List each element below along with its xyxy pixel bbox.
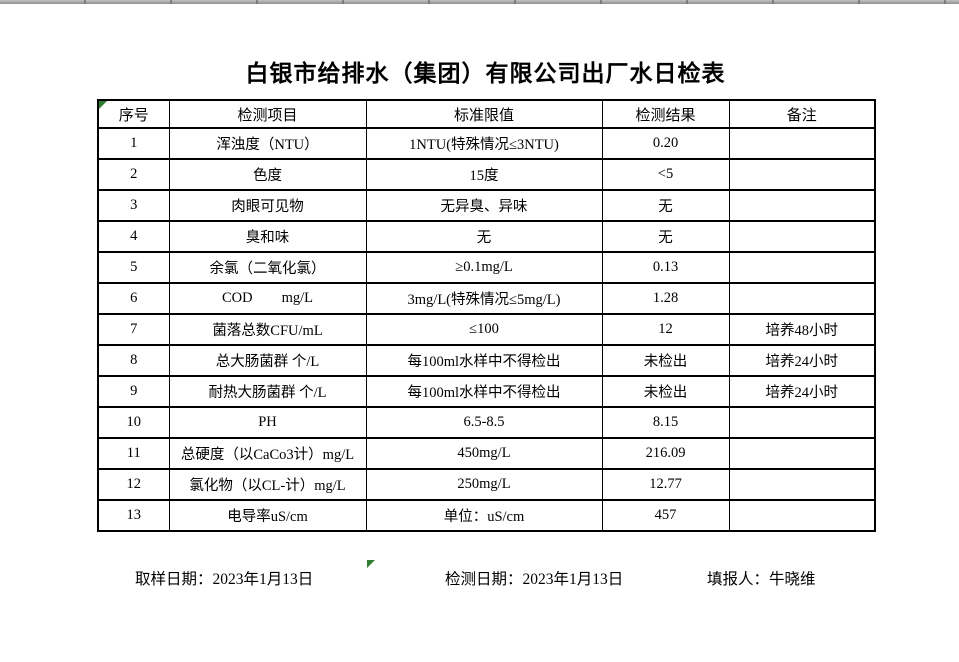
table-row: 5 余氯（二氧化氯） ≥0.1mg/L 0.13 (97, 251, 876, 284)
header-remark[interactable]: 备注 (728, 99, 876, 129)
cell-seq[interactable]: 10 (97, 406, 170, 439)
cell-remark[interactable] (728, 127, 876, 160)
table-row: 1 浑浊度（NTU） 1NTU(特殊情况≤3NTU) 0.20 (97, 127, 876, 160)
cell-result[interactable]: 无 (601, 220, 730, 253)
cell-remark[interactable] (728, 282, 876, 315)
cell-seq[interactable]: 6 (97, 282, 170, 315)
table-row: 3 肉眼可见物 无异臭、异味无 (97, 189, 876, 222)
cell-seq[interactable]: 13 (97, 499, 170, 532)
cell-result[interactable]: <5 (601, 158, 730, 191)
cell-result[interactable]: 0.20 (601, 127, 730, 160)
cell-item[interactable]: 总硬度（以CaCo3计）mg/L (168, 437, 367, 470)
cell-remark[interactable] (728, 499, 876, 532)
cell-remark[interactable]: 培养24小时 (728, 344, 876, 377)
table-row: 10 PH 6.5-8.5 8.15 (97, 406, 876, 439)
cell-result[interactable]: 0.13 (601, 251, 730, 284)
cell-item[interactable]: 余氯（二氧化氯） (168, 251, 367, 284)
cell-remark[interactable]: 培养48小时 (728, 313, 876, 346)
cell-limit[interactable]: 每100ml水样中不得检出 (365, 344, 603, 377)
cell-remark[interactable] (728, 406, 876, 439)
cell-item[interactable]: 菌落总数CFU/mL (168, 313, 367, 346)
cell-result[interactable]: 未检出 (601, 344, 730, 377)
cell-item[interactable]: 电导率uS/cm (168, 499, 367, 532)
cell-result[interactable]: 216.09 (601, 437, 730, 470)
cell-result[interactable]: 8.15 (601, 406, 730, 439)
cell-limit[interactable]: 250mg/L (365, 468, 603, 501)
cell-result[interactable]: 无 (601, 189, 730, 222)
cell-limit[interactable]: ≤100 (365, 313, 603, 346)
spreadsheet-column-header-strip (0, 0, 959, 4)
cell-result[interactable]: 12.77 (601, 468, 730, 501)
cell-result[interactable]: 457 (601, 499, 730, 532)
cell-item[interactable]: PH (168, 406, 367, 439)
table-row: 11 总硬度（以CaCo3计）mg/L 450mg/L 216.09 (97, 437, 876, 470)
cell-remark[interactable] (728, 158, 876, 191)
footer-row: 取样日期：2023年1月13日 检测日期：2023年1月13日 填报人：牛晓维 (97, 567, 917, 589)
cell-limit[interactable]: 450mg/L (365, 437, 603, 470)
reporter-text[interactable]: 填报人：牛晓维 (707, 571, 816, 588)
cell-item[interactable]: 臭和味 (168, 220, 367, 253)
cell-seq[interactable]: 12 (97, 468, 170, 501)
cell-seq[interactable]: 9 (97, 375, 170, 408)
cell-remark[interactable] (728, 437, 876, 470)
cell-limit[interactable]: 无异臭、异味 (365, 189, 603, 222)
cell-limit[interactable]: 每100ml水样中不得检出 (365, 375, 603, 408)
cell-seq[interactable]: 3 (97, 189, 170, 222)
cell-result[interactable]: 1.28 (601, 282, 730, 315)
header-limit[interactable]: 标准限值 (365, 99, 603, 129)
results-table-body: 1 浑浊度（NTU） 1NTU(特殊情况≤3NTU) 0.20 2 色度 15度 <5 3 肉眼可… (97, 127, 876, 532)
table-row: 6 COD mg/L 3mg/L(特殊情况≤5mg/L) 1.28 (97, 282, 876, 315)
cell-item[interactable]: 耐热大肠菌群 个/L (168, 375, 367, 408)
cell-error-indicator-icon (99, 101, 107, 109)
cell-item[interactable]: 色度 (168, 158, 367, 191)
cell-limit[interactable]: 无 (365, 220, 603, 253)
cell-remark[interactable] (728, 468, 876, 501)
cell-seq[interactable]: 2 (97, 158, 170, 191)
table-row: 7 菌落总数CFU/mL ≤100 12 培养48小时 (97, 313, 876, 346)
results-table-container: 序号 检测项目 标准限值 检测结果 备注 1 浑浊度（NTU） 1NTU(特殊情况≤… (97, 99, 876, 532)
cell-item[interactable]: 浑浊度（NTU） (168, 127, 367, 160)
cell-remark[interactable] (728, 189, 876, 222)
cell-remark[interactable] (728, 220, 876, 253)
cell-seq[interactable]: 7 (97, 313, 170, 346)
cell-item[interactable]: 肉眼可见物 (168, 189, 367, 222)
header-seq[interactable]: 序号 (97, 99, 170, 129)
table-header-row: 序号 检测项目 标准限值 检测结果 备注 (97, 99, 876, 129)
cell-seq[interactable]: 1 (97, 127, 170, 160)
table-row: 2 色度 15度 <5 (97, 158, 876, 191)
testing-date-text[interactable]: 检测日期：2023年1月13日 (445, 571, 624, 588)
cell-remark[interactable] (728, 251, 876, 284)
cell-result[interactable]: 未检出 (601, 375, 730, 408)
table-row: 12 氯化物（以CL-计）mg/L 250mg/L 12.77 (97, 468, 876, 501)
cell-error-indicator-icon (367, 560, 375, 568)
sampling-date-text[interactable]: 取样日期：2023年1月13日 (135, 571, 314, 588)
cell-remark[interactable]: 培养24小时 (728, 375, 876, 408)
page-title[interactable]: 白银市给排水（集团）有限公司出厂水日检表 (245, 61, 726, 86)
header-item[interactable]: 检测项目 (168, 99, 367, 129)
cell-seq[interactable]: 5 (97, 251, 170, 284)
table-row: 4 臭和味无无 (97, 220, 876, 253)
cell-result[interactable]: 12 (601, 313, 730, 346)
cell-limit[interactable]: ≥0.1mg/L (365, 251, 603, 284)
table-row: 13 电导率uS/cm 单位：uS/cm 457 (97, 499, 876, 532)
cell-seq[interactable]: 8 (97, 344, 170, 377)
cell-item[interactable]: 总大肠菌群 个/L (168, 344, 367, 377)
cell-limit[interactable]: 3mg/L(特殊情况≤5mg/L) (365, 282, 603, 315)
cell-item[interactable]: 氯化物（以CL-计）mg/L (168, 468, 367, 501)
cell-limit[interactable]: 单位：uS/cm (365, 499, 603, 532)
cell-seq[interactable]: 4 (97, 220, 170, 253)
results-table: 序号 检测项目 标准限值 检测结果 备注 1 浑浊度（NTU） 1NTU(特殊情况≤… (97, 99, 876, 532)
table-row: 9 耐热大肠菌群 个/L 每100ml水样中不得检出 未检出 培养24小时 (97, 375, 876, 408)
header-result[interactable]: 检测结果 (601, 99, 730, 129)
cell-item[interactable]: COD mg/L (168, 282, 367, 315)
table-row: 8 总大肠菌群 个/L 每100ml水样中不得检出 未检出 培养24小时 (97, 344, 876, 377)
cell-limit[interactable]: 6.5-8.5 (365, 406, 603, 439)
cell-seq[interactable]: 11 (97, 437, 170, 470)
cell-limit[interactable]: 15度 (365, 158, 603, 191)
cell-limit[interactable]: 1NTU(特殊情况≤3NTU) (365, 127, 603, 160)
